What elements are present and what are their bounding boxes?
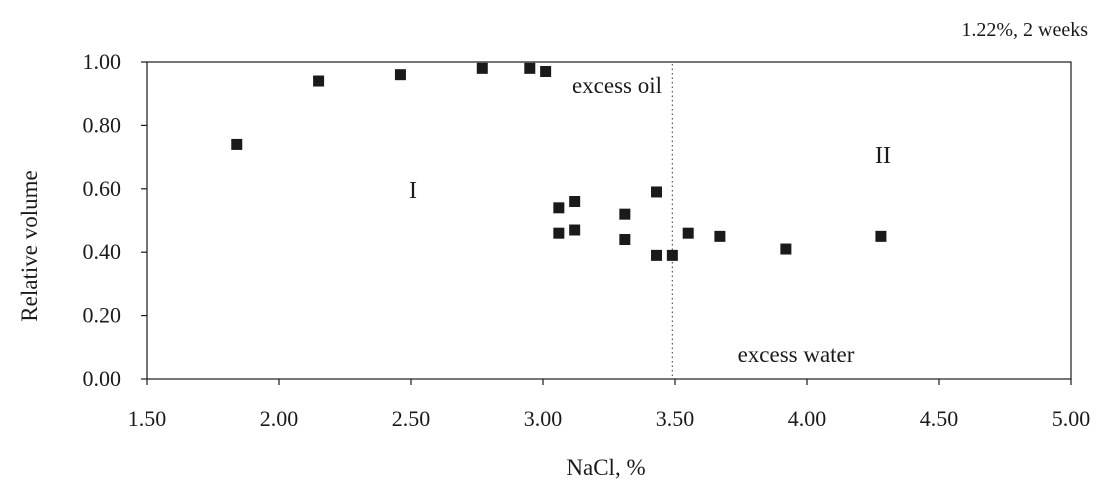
- x-tick-label: 3.00: [524, 406, 563, 431]
- x-tick-label: 4.00: [788, 406, 827, 431]
- data-point: [524, 62, 536, 74]
- region-label-ii: II: [875, 143, 891, 169]
- data-point: [313, 75, 325, 87]
- x-tick-label: 2.00: [260, 406, 299, 431]
- data-point: [619, 234, 631, 246]
- y-axis-ticks: 0.00 0.20 0.40 0.60 0.80 1.00: [83, 49, 147, 391]
- plot-area: [146, 61, 1072, 380]
- x-axis-title: NaCl, %: [566, 455, 645, 480]
- y-tick-label: 0.00: [83, 366, 122, 391]
- y-tick-label: 1.00: [83, 49, 122, 74]
- data-point: [569, 195, 581, 207]
- data-point: [540, 66, 552, 78]
- x-tick-label: 5.00: [1052, 406, 1091, 431]
- data-point: [619, 208, 631, 220]
- x-tick-label: 4.50: [920, 406, 959, 431]
- y-tick-label: 0.80: [83, 112, 122, 137]
- y-tick-label: 0.20: [83, 303, 122, 328]
- data-point: [569, 224, 581, 236]
- y-axis-title: Relative volume: [17, 170, 42, 321]
- x-tick-label: 1.50: [128, 406, 167, 431]
- data-point: [875, 230, 887, 242]
- data-point: [476, 62, 488, 74]
- data-point: [780, 243, 792, 255]
- plot-frame: [146, 61, 1072, 380]
- chart-subtitle: 1.22%, 2 weeks: [961, 19, 1088, 41]
- x-tick-label: 3.50: [656, 406, 695, 431]
- x-tick-label: 2.50: [392, 406, 431, 431]
- data-point: [651, 249, 663, 261]
- data-point: [651, 186, 663, 198]
- data-point: [714, 230, 726, 242]
- data-point: [394, 69, 406, 81]
- region-label-i: I: [409, 178, 417, 204]
- data-point: [682, 227, 694, 239]
- y-tick-label: 0.60: [83, 176, 122, 201]
- annotation-excess-water: excess water: [738, 342, 855, 367]
- data-point: [553, 227, 565, 239]
- data-point: [553, 202, 565, 214]
- annotation-excess-oil: excess oil: [572, 73, 662, 98]
- x-axis-ticks: 1.50 2.00 2.50 3.00 3.50 4.00 4.50 5.00: [128, 379, 1091, 431]
- data-points: [231, 62, 887, 261]
- data-point: [666, 249, 678, 261]
- y-tick-label: 0.40: [83, 239, 122, 264]
- data-point: [231, 138, 243, 150]
